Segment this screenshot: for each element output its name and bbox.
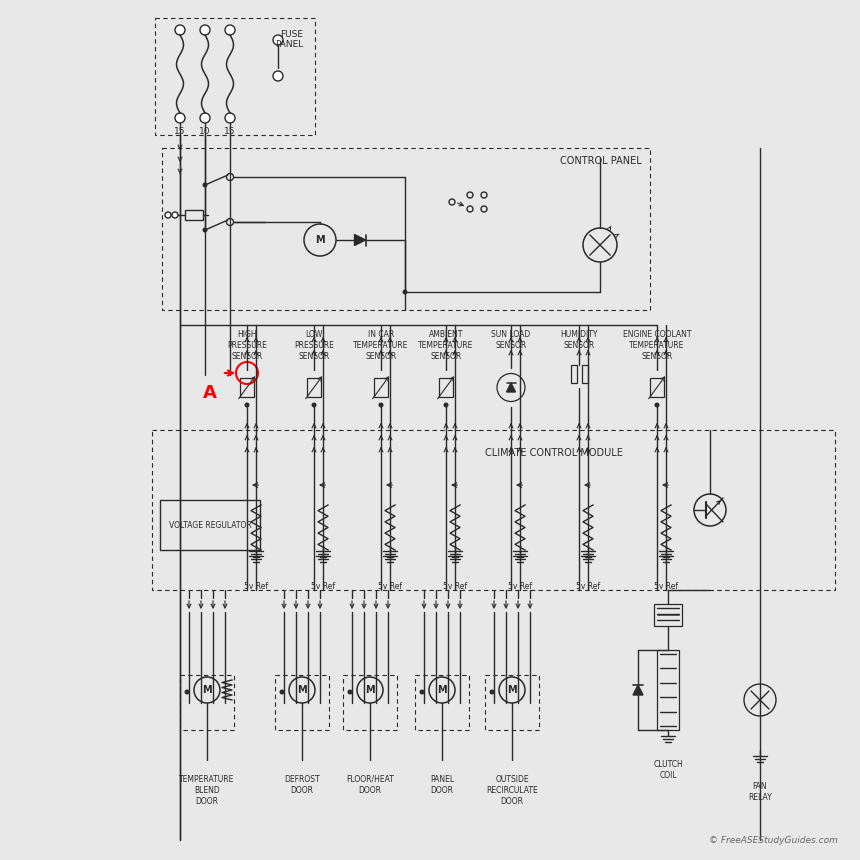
Text: HIGH
PRESSURE
SENSOR: HIGH PRESSURE SENSOR bbox=[227, 330, 267, 361]
Text: 5v Ref: 5v Ref bbox=[311, 582, 335, 591]
Bar bbox=[374, 378, 388, 397]
Circle shape bbox=[202, 182, 207, 187]
Bar bbox=[185, 210, 203, 220]
Polygon shape bbox=[633, 685, 643, 695]
Text: 5v Ref: 5v Ref bbox=[443, 582, 467, 591]
Text: M: M bbox=[202, 685, 212, 695]
Text: 5v Ref: 5v Ref bbox=[378, 582, 402, 591]
Text: TEMPERATURE
BLEND
DOOR: TEMPERATURE BLEND DOOR bbox=[180, 775, 235, 806]
Text: M: M bbox=[437, 685, 447, 695]
Bar bbox=[439, 378, 453, 397]
Polygon shape bbox=[507, 383, 515, 392]
Text: 5v Ref: 5v Ref bbox=[654, 582, 678, 591]
Circle shape bbox=[225, 25, 235, 35]
Text: PANEL
DOOR: PANEL DOOR bbox=[430, 775, 454, 796]
Bar bbox=[654, 604, 682, 626]
Bar bbox=[657, 650, 679, 730]
Bar bbox=[581, 365, 587, 383]
Bar bbox=[240, 378, 254, 397]
Text: FLOOR/HEAT
DOOR: FLOOR/HEAT DOOR bbox=[346, 775, 394, 796]
Bar bbox=[343, 675, 397, 730]
Bar bbox=[180, 675, 234, 730]
Text: 5v Ref: 5v Ref bbox=[508, 582, 532, 591]
Circle shape bbox=[200, 25, 210, 35]
Bar bbox=[485, 675, 539, 730]
Text: 15: 15 bbox=[175, 127, 186, 136]
Text: SUN LOAD
SENSOR: SUN LOAD SENSOR bbox=[491, 330, 531, 350]
Circle shape bbox=[226, 218, 234, 225]
Bar bbox=[152, 430, 835, 590]
Text: HUMIDITY
SENSOR: HUMIDITY SENSOR bbox=[560, 330, 598, 350]
Circle shape bbox=[225, 113, 235, 123]
Circle shape bbox=[273, 35, 283, 45]
Text: 5v Ref: 5v Ref bbox=[576, 582, 600, 591]
Circle shape bbox=[175, 113, 185, 123]
Text: A: A bbox=[203, 384, 217, 402]
Text: M: M bbox=[315, 235, 325, 245]
Text: DEFROST
DOOR: DEFROST DOOR bbox=[284, 775, 320, 796]
Bar bbox=[275, 675, 329, 730]
Circle shape bbox=[280, 690, 285, 695]
Text: 15: 15 bbox=[224, 127, 236, 136]
Bar bbox=[650, 378, 664, 397]
Text: 10: 10 bbox=[200, 127, 211, 136]
Text: M: M bbox=[298, 685, 307, 695]
Circle shape bbox=[172, 212, 178, 218]
Bar bbox=[415, 675, 469, 730]
Circle shape bbox=[185, 690, 189, 695]
Circle shape bbox=[402, 290, 408, 294]
Circle shape bbox=[226, 174, 234, 181]
Text: IN CAR
TEMPERATURE
SENSOR: IN CAR TEMPERATURE SENSOR bbox=[353, 330, 408, 361]
Circle shape bbox=[202, 228, 207, 232]
Text: OUTSIDE
RECIRCULATE
DOOR: OUTSIDE RECIRCULATE DOOR bbox=[486, 775, 538, 806]
Circle shape bbox=[654, 402, 660, 408]
Bar bbox=[155, 18, 315, 135]
Text: 5v Ref: 5v Ref bbox=[244, 582, 268, 591]
Bar bbox=[162, 148, 650, 310]
Text: M: M bbox=[366, 685, 375, 695]
Text: CLIMATE CONTROL MODULE: CLIMATE CONTROL MODULE bbox=[484, 448, 623, 458]
Circle shape bbox=[175, 25, 185, 35]
Polygon shape bbox=[354, 235, 366, 245]
Text: © FreeASEStudyGuides.com: © FreeASEStudyGuides.com bbox=[710, 836, 838, 845]
Text: FUSE
PANEL: FUSE PANEL bbox=[274, 30, 303, 49]
Text: M: M bbox=[507, 685, 517, 695]
Circle shape bbox=[444, 402, 449, 408]
Circle shape bbox=[347, 690, 353, 695]
Bar bbox=[307, 378, 321, 397]
Bar bbox=[570, 365, 576, 383]
Circle shape bbox=[311, 402, 316, 408]
Text: CLUTCH
COIL: CLUTCH COIL bbox=[653, 760, 683, 780]
Text: CONTROL PANEL: CONTROL PANEL bbox=[560, 156, 642, 166]
Circle shape bbox=[378, 402, 384, 408]
Text: AMBIENT
TEMPERATURE
SENSOR: AMBIENT TEMPERATURE SENSOR bbox=[418, 330, 474, 361]
Circle shape bbox=[200, 113, 210, 123]
Circle shape bbox=[489, 690, 494, 695]
Circle shape bbox=[420, 690, 425, 695]
Circle shape bbox=[244, 402, 249, 408]
Circle shape bbox=[273, 71, 283, 81]
Text: VOLTAGE REGULATOR: VOLTAGE REGULATOR bbox=[169, 520, 251, 530]
Text: LOW
PRESSURE
SENSOR: LOW PRESSURE SENSOR bbox=[294, 330, 334, 361]
Bar bbox=[160, 500, 260, 550]
Text: ENGINE COOLANT
TEMPERATURE
SENSOR: ENGINE COOLANT TEMPERATURE SENSOR bbox=[623, 330, 691, 361]
Text: FAN
RELAY: FAN RELAY bbox=[748, 782, 772, 802]
Circle shape bbox=[165, 212, 171, 218]
